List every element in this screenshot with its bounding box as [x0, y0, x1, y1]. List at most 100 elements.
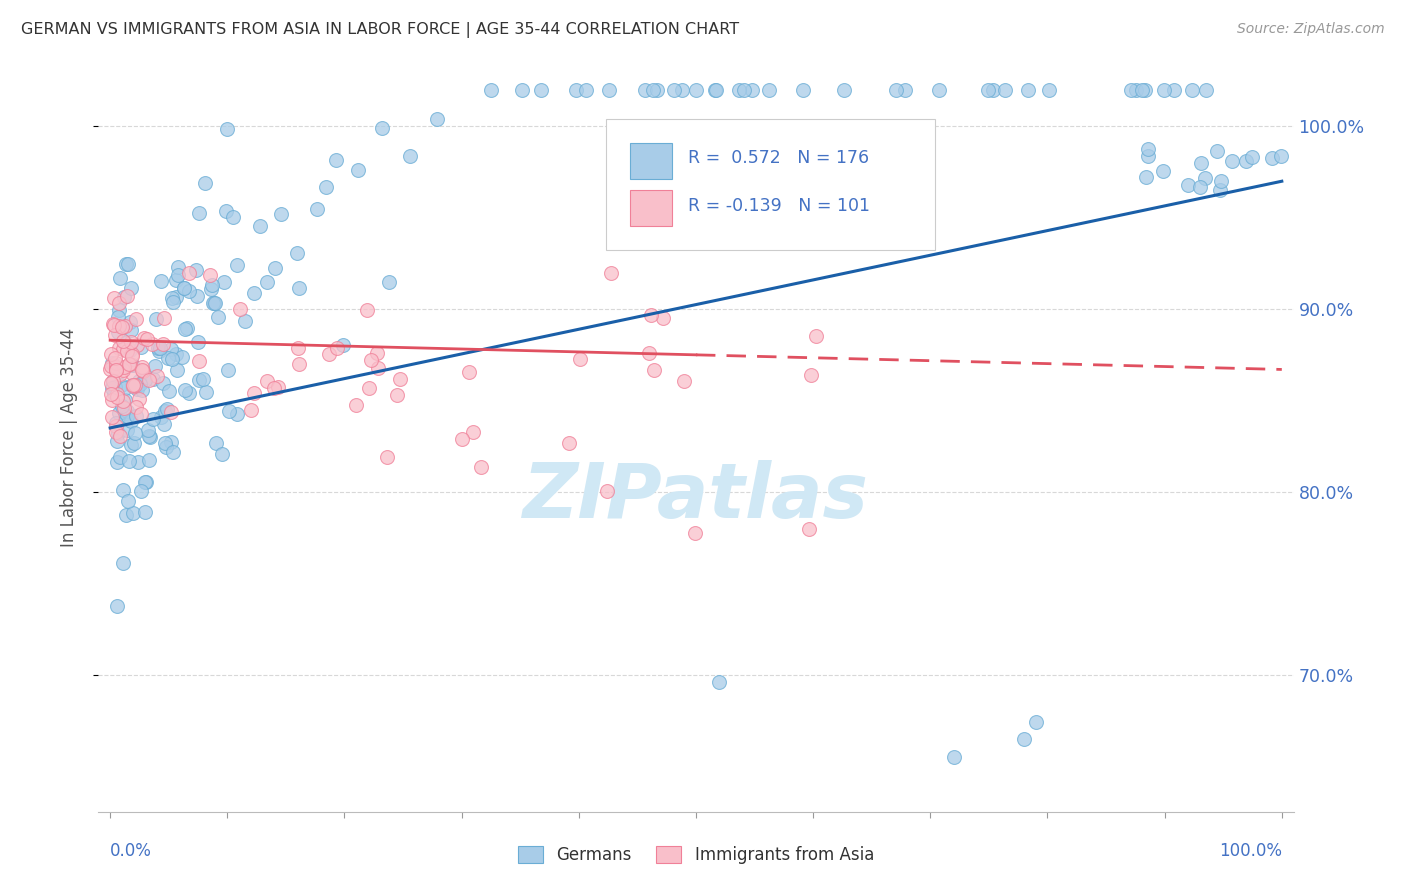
Point — [166, 363, 188, 377]
Point — [105, 359, 128, 374]
Point — [176, 320, 198, 334]
Point — [662, 83, 685, 97]
Point — [188, 354, 211, 368]
Point — [120, 357, 142, 371]
Point — [177, 385, 200, 400]
Point — [173, 281, 195, 295]
Point — [142, 412, 165, 426]
Text: ZIPatlas: ZIPatlas — [523, 460, 869, 534]
Point — [104, 362, 127, 376]
Point — [153, 310, 176, 325]
Point — [111, 334, 134, 349]
Point — [115, 404, 138, 418]
Point — [108, 302, 131, 317]
Point — [1177, 178, 1199, 192]
Point — [652, 310, 675, 325]
Point — [117, 343, 139, 358]
Point — [114, 336, 136, 351]
Point — [598, 83, 620, 97]
Point — [107, 325, 129, 339]
Point — [118, 315, 141, 329]
Point — [152, 337, 174, 351]
Point — [98, 362, 121, 376]
Point — [104, 419, 127, 434]
Point — [149, 409, 172, 424]
Point — [683, 525, 706, 540]
Point — [264, 261, 287, 276]
Point — [1152, 163, 1174, 178]
Point — [105, 434, 128, 449]
Point — [145, 312, 167, 326]
Point — [270, 207, 292, 221]
Point — [125, 311, 148, 326]
Point — [111, 399, 134, 413]
Point — [110, 378, 132, 392]
Point — [134, 505, 156, 519]
Point — [981, 83, 1004, 97]
Point — [166, 268, 188, 282]
Point — [204, 296, 226, 310]
Point — [124, 426, 146, 441]
Point — [128, 376, 150, 391]
Point — [111, 483, 134, 497]
Legend: Germans, Immigrants from Asia: Germans, Immigrants from Asia — [512, 839, 880, 871]
Point — [105, 356, 128, 370]
Point — [1220, 154, 1243, 169]
Point — [1017, 83, 1039, 97]
Point — [108, 342, 131, 356]
Point — [195, 385, 218, 400]
Point — [201, 296, 224, 310]
Point — [112, 556, 135, 570]
Point — [188, 205, 211, 219]
Point — [108, 271, 131, 285]
Point — [120, 438, 142, 452]
Point — [114, 393, 136, 408]
Text: R = -0.139   N = 101: R = -0.139 N = 101 — [688, 197, 869, 215]
Point — [103, 374, 125, 388]
Point — [177, 266, 200, 280]
Point — [356, 303, 378, 318]
Point — [367, 361, 389, 376]
Point — [671, 83, 693, 97]
Point — [101, 381, 124, 395]
Point — [138, 453, 160, 467]
Point — [215, 204, 238, 219]
Point — [800, 368, 823, 383]
Point — [131, 383, 153, 397]
Point — [117, 493, 139, 508]
Point — [108, 319, 131, 334]
Point — [575, 83, 598, 97]
Point — [287, 341, 309, 355]
Point — [942, 750, 965, 764]
Point — [1135, 83, 1157, 97]
Point — [470, 460, 492, 475]
Point — [170, 351, 193, 365]
Point — [1136, 149, 1159, 163]
Point — [458, 366, 481, 380]
Point — [640, 308, 662, 322]
Point — [1153, 83, 1175, 97]
Point — [112, 290, 135, 304]
Point — [994, 83, 1017, 97]
Point — [186, 289, 208, 303]
Point — [173, 281, 195, 295]
Point — [211, 447, 233, 461]
Point — [200, 268, 222, 282]
Point — [120, 281, 142, 295]
Point — [226, 258, 249, 272]
Point — [108, 429, 131, 443]
Point — [134, 331, 156, 345]
Point — [131, 364, 153, 378]
Point — [461, 425, 484, 440]
Point — [1121, 83, 1143, 97]
Point — [118, 343, 141, 357]
Point — [121, 347, 143, 361]
Point — [121, 377, 143, 392]
Point — [256, 275, 278, 289]
Point — [201, 278, 224, 293]
Point — [108, 296, 131, 310]
Point — [167, 260, 190, 275]
Point — [804, 329, 827, 343]
Point — [557, 436, 579, 450]
Point — [212, 275, 235, 289]
